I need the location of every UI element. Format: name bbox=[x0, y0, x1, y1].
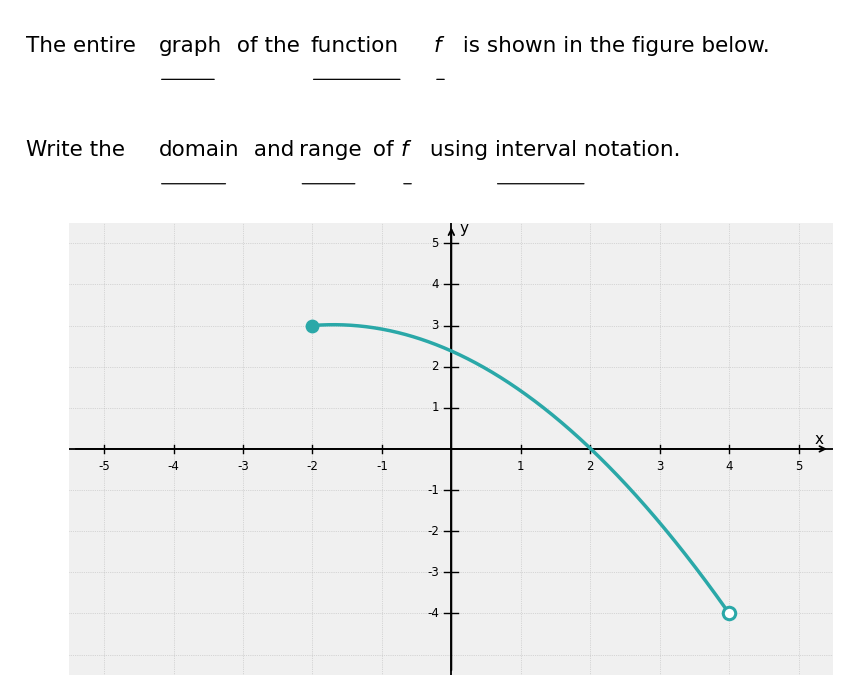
Text: y: y bbox=[459, 221, 469, 237]
Text: -2: -2 bbox=[427, 525, 439, 538]
Text: range: range bbox=[299, 141, 362, 160]
Text: 5: 5 bbox=[431, 237, 439, 250]
Text: -3: -3 bbox=[237, 461, 249, 473]
Text: 5: 5 bbox=[795, 461, 802, 473]
Text: using: using bbox=[423, 141, 495, 160]
Text: -1: -1 bbox=[427, 484, 439, 496]
Text: of the: of the bbox=[230, 36, 306, 56]
Text: notation.: notation. bbox=[577, 141, 681, 160]
Text: 4: 4 bbox=[726, 461, 733, 473]
Text: is shown in the figure below.: is shown in the figure below. bbox=[456, 36, 769, 56]
Text: 4: 4 bbox=[431, 278, 439, 291]
Text: -4: -4 bbox=[168, 461, 180, 473]
Text: -5: -5 bbox=[98, 461, 110, 473]
Text: -2: -2 bbox=[306, 461, 319, 473]
Text: of: of bbox=[366, 141, 401, 160]
Text: 2: 2 bbox=[431, 360, 439, 373]
Text: f: f bbox=[434, 36, 442, 56]
Text: function: function bbox=[311, 36, 399, 56]
Text: f: f bbox=[401, 141, 409, 160]
Text: -4: -4 bbox=[427, 607, 439, 620]
Text: 3: 3 bbox=[431, 319, 439, 332]
Text: interval: interval bbox=[495, 141, 576, 160]
Text: The entire: The entire bbox=[26, 36, 143, 56]
Point bbox=[306, 320, 319, 331]
Point bbox=[722, 608, 736, 619]
Text: 1: 1 bbox=[431, 402, 439, 414]
Text: 3: 3 bbox=[656, 461, 663, 473]
Text: graph: graph bbox=[159, 36, 222, 56]
Text: -1: -1 bbox=[376, 461, 388, 473]
Text: x: x bbox=[815, 432, 824, 448]
Text: Write the: Write the bbox=[26, 141, 132, 160]
Text: and: and bbox=[247, 141, 302, 160]
Text: 1: 1 bbox=[517, 461, 524, 473]
Text: 2: 2 bbox=[587, 461, 594, 473]
Text: domain: domain bbox=[159, 141, 240, 160]
Text: -3: -3 bbox=[427, 566, 439, 579]
